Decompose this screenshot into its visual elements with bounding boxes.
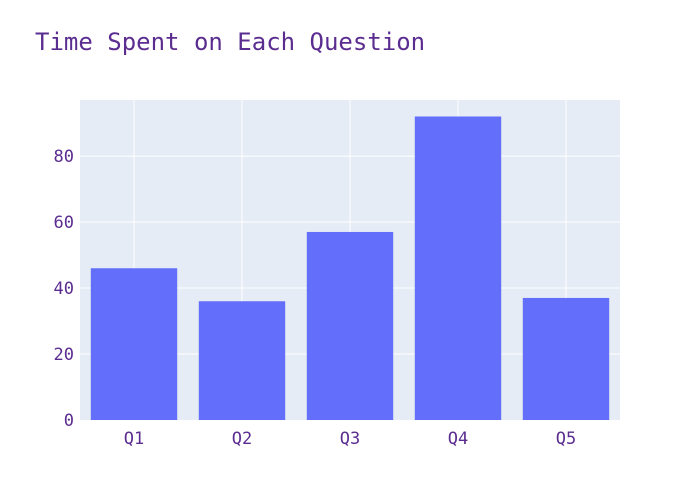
x-tick-label-q1: Q1 (124, 429, 144, 449)
bar-q1 (90, 268, 178, 420)
chart-title: Time Spent on Each Question (35, 28, 425, 56)
bars (90, 116, 610, 420)
x-tick-label-q4: Q4 (448, 429, 468, 449)
bar-q2 (198, 301, 286, 420)
y-tick-label: 60 (54, 213, 74, 233)
y-tick-label: 80 (54, 147, 74, 167)
bar-q3 (306, 231, 394, 420)
x-tick-label-q5: Q5 (556, 429, 576, 449)
x-axis-ticks: Q1 Q2 Q3 Q4 Q5 (124, 429, 576, 449)
y-tick-label: 0 (64, 411, 74, 431)
y-tick-label: 20 (54, 345, 74, 365)
x-tick-label-q3: Q3 (340, 429, 360, 449)
y-axis-ticks: 0 20 40 60 80 (54, 147, 74, 431)
bar-q4 (414, 116, 502, 420)
y-tick-label: 40 (54, 279, 74, 299)
bar-q5 (522, 297, 610, 420)
x-tick-label-q2: Q2 (232, 429, 252, 449)
